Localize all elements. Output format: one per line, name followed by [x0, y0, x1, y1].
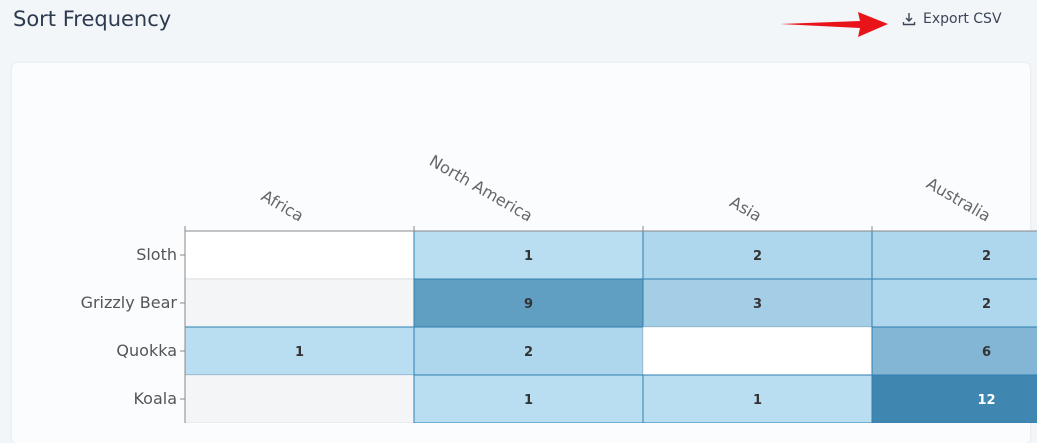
empty-cell [184, 374, 415, 423]
export-button[interactable]: Export CSV [902, 11, 1002, 27]
cell-label: 9 [524, 297, 533, 312]
cell-label: 3 [753, 297, 762, 312]
column-label: Africa [258, 186, 307, 225]
row-label: Quokka [116, 341, 177, 360]
empty-cell [184, 230, 415, 280]
cell [871, 278, 1037, 328]
cell [413, 230, 644, 280]
row-label: Grizzly Bear [81, 293, 178, 312]
cell [871, 230, 1037, 280]
cell-label: 1 [524, 393, 533, 408]
cell-label: 2 [982, 249, 991, 264]
cell-label: 2 [524, 345, 533, 360]
download-icon [902, 13, 916, 26]
column-label: Australia [923, 174, 994, 226]
cell-label: 6 [982, 345, 991, 360]
page: Sort Frequency Export CSV Sloth 1 2 2 Grizzl… [13, 7, 1037, 423]
cell-label: 1 [753, 393, 762, 408]
export-label: Export CSV [923, 11, 1002, 27]
empty-cell [184, 278, 415, 328]
row-label: Sloth [136, 245, 177, 264]
cell-label: 1 [295, 345, 304, 360]
cell [871, 374, 1037, 423]
page-title: Sort Frequency [13, 7, 172, 31]
cell-label: 12 [977, 393, 995, 408]
cell [642, 374, 873, 423]
cell-label: 2 [753, 249, 762, 264]
column-label: Asia [726, 192, 765, 225]
column-label: North America [426, 151, 536, 225]
empty-cell [642, 326, 873, 376]
cell [184, 326, 415, 376]
cell [413, 326, 644, 376]
cell [871, 326, 1037, 376]
cell-label: 1 [524, 249, 533, 264]
cell [413, 374, 644, 423]
row-label: Koala [133, 389, 177, 408]
cell-label: 2 [982, 297, 991, 312]
arrow [780, 12, 888, 37]
